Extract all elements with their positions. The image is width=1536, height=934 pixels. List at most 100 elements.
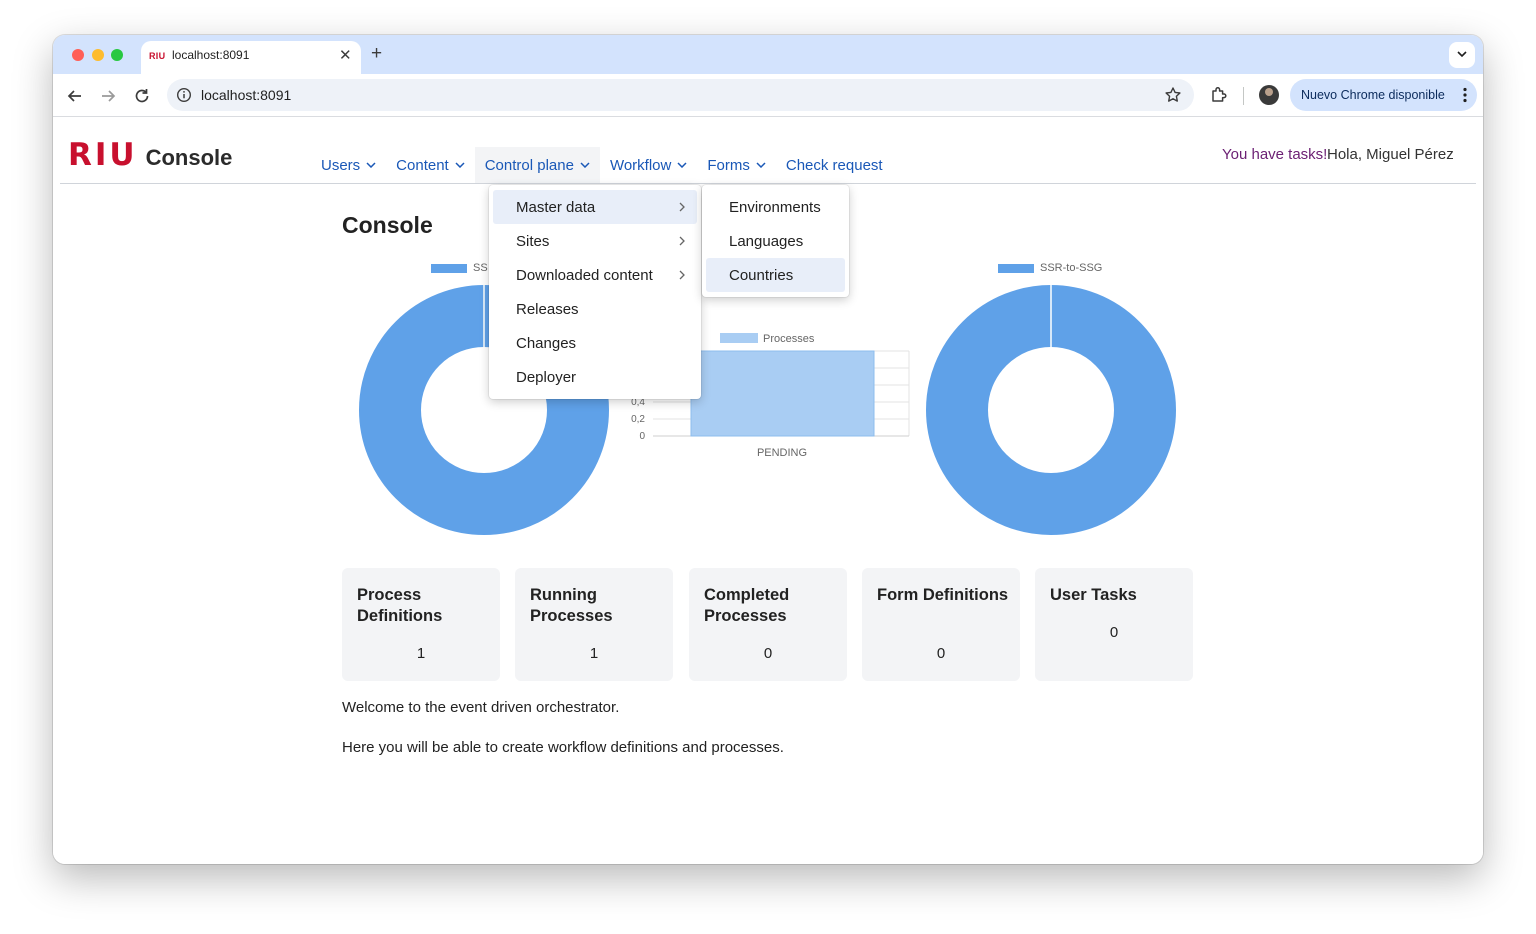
card-value: 0 <box>1109 624 1119 641</box>
chevron-down-icon <box>580 162 590 168</box>
nav-control-plane[interactable]: Control plane <box>474 147 600 183</box>
menu-item-sites[interactable]: Sites <box>493 224 697 258</box>
chart-3-legend-label: SSR-to-SSG <box>1040 262 1103 274</box>
main-nav: Users Content Control plane Workflow For… <box>311 147 893 183</box>
nav-forms[interactable]: Forms <box>697 147 776 183</box>
nav-workflow[interactable]: Workflow <box>600 147 697 183</box>
card-value: 0 <box>936 645 946 662</box>
extensions-puzzle-icon[interactable] <box>1209 85 1229 105</box>
chart-2-x-tick: PENDING <box>757 447 807 459</box>
chevron-right-icon <box>679 236 685 246</box>
new-tab-icon[interactable]: + <box>371 43 383 64</box>
card-value: 0 <box>763 645 773 662</box>
submenu-item-environments[interactable]: Environments <box>706 190 845 224</box>
menu-item-label: Deployer <box>516 368 577 386</box>
close-window-button[interactable] <box>72 49 84 61</box>
browser-window: RIU localhost:8091 ✕ + localhost:8091 Nu… <box>53 35 1483 864</box>
chart-1-legend-label: SS <box>473 262 488 274</box>
master-data-submenu: Environments Languages Countries <box>702 185 849 297</box>
chevron-right-icon <box>679 202 685 212</box>
menu-item-master-data[interactable]: Master data <box>493 190 697 224</box>
chart-2-y-tick: 0,4 <box>631 397 645 408</box>
user-greeting[interactable]: Hola, Miguel Pérez <box>1327 146 1454 163</box>
card-running-processes[interactable]: Running Processes 1 <box>515 568 673 681</box>
site-info-icon[interactable] <box>176 87 192 103</box>
card-value: 1 <box>589 645 599 662</box>
tasks-link[interactable]: You have tasks! <box>1222 146 1328 163</box>
close-tab-icon[interactable]: ✕ <box>339 47 352 64</box>
menu-item-label: Languages <box>729 232 804 250</box>
more-vertical-icon[interactable] <box>1463 87 1467 103</box>
menu-item-label: Master data <box>516 198 596 216</box>
chart-1-donut <box>359 285 609 535</box>
nav-workflow-label: Workflow <box>609 156 672 174</box>
control-plane-menu: Master data Sites Downloaded content Rel… <box>489 185 701 399</box>
menu-item-label: Changes <box>516 334 577 352</box>
chart-1-legend-swatch[interactable] <box>431 264 467 273</box>
menu-item-label: Downloaded content <box>516 266 653 284</box>
page-content: RIU Console Users Content Control plane … <box>53 117 1483 864</box>
minimize-window-button[interactable] <box>92 49 104 61</box>
nav-users-label: Users <box>321 156 361 174</box>
chart-3-donut <box>926 285 1176 535</box>
update-chrome-label: Nuevo Chrome disponible <box>1301 88 1445 102</box>
chevron-down-icon <box>455 162 465 168</box>
tab-search-button[interactable] <box>1449 42 1475 68</box>
menu-item-downloaded-content[interactable]: Downloaded content <box>493 258 697 292</box>
nav-check-request-label: Check request <box>785 156 883 174</box>
address-bar[interactable]: localhost:8091 <box>167 79 1194 111</box>
chevron-down-icon <box>366 162 376 168</box>
card-title: User Tasks <box>1050 586 1137 604</box>
card-title: Completed Processes <box>704 586 790 625</box>
nav-check-request[interactable]: Check request <box>776 147 893 183</box>
nav-control-plane-label: Control plane <box>484 156 574 174</box>
card-form-definitions[interactable]: Form Definitions 0 <box>862 568 1020 681</box>
tab-title: localhost:8091 <box>172 48 250 62</box>
bookmark-star-icon[interactable] <box>1164 86 1182 104</box>
submenu-item-languages[interactable]: Languages <box>706 224 845 258</box>
menu-item-label: Environments <box>729 198 821 216</box>
menu-item-label: Sites <box>516 232 550 250</box>
chart-2-y-tick: 0 <box>639 431 645 442</box>
url-text[interactable]: localhost:8091 <box>201 87 292 103</box>
menu-item-label: Releases <box>516 300 579 318</box>
chevron-right-icon <box>679 270 685 280</box>
card-user-tasks[interactable]: User Tasks 0 <box>1035 568 1193 681</box>
maximize-window-button[interactable] <box>111 49 123 61</box>
logo-product: Console <box>145 145 233 170</box>
profile-avatar[interactable] <box>1259 85 1279 105</box>
browser-tab[interactable]: RIU localhost:8091 ✕ <box>141 41 361 74</box>
menu-item-deployer[interactable]: Deployer <box>493 360 697 394</box>
back-arrow-icon[interactable] <box>65 86 85 106</box>
submenu-item-countries[interactable]: Countries <box>706 258 845 292</box>
card-title: Process Definitions <box>357 586 443 625</box>
forward-arrow-icon[interactable] <box>98 86 118 106</box>
chart-2-legend-swatch[interactable] <box>720 333 758 343</box>
update-chrome-button[interactable]: Nuevo Chrome disponible <box>1290 79 1477 111</box>
chart-2-legend-label: Processes <box>763 333 815 345</box>
chevron-down-icon <box>677 162 687 168</box>
intro-text: Here you will be able to create workflow… <box>342 739 784 756</box>
page-title: Console <box>342 212 433 238</box>
app-logo[interactable]: RIU Console <box>68 137 232 173</box>
chevron-down-icon <box>756 162 766 168</box>
card-process-definitions[interactable]: Process Definitions 1 <box>342 568 500 681</box>
card-completed-processes[interactable]: Completed Processes 0 <box>689 568 847 681</box>
menu-item-releases[interactable]: Releases <box>493 292 697 326</box>
nav-users[interactable]: Users <box>311 147 386 183</box>
card-value: 1 <box>416 645 426 662</box>
chart-2-bar-pending[interactable] <box>690 350 875 437</box>
tab-strip: RIU localhost:8091 ✕ + <box>53 35 1483 74</box>
browser-toolbar: localhost:8091 Nuevo Chrome disponible <box>53 74 1483 117</box>
chart-3-legend-swatch[interactable] <box>998 264 1034 273</box>
card-title: Form Definitions <box>877 586 1009 604</box>
chart-2-bar: Processes 0,4 0,2 0 PENDING <box>631 333 910 459</box>
chart-2-y-tick: 0,2 <box>631 414 645 425</box>
toolbar-separator <box>1243 87 1244 105</box>
menu-item-changes[interactable]: Changes <box>493 326 697 360</box>
nav-content[interactable]: Content <box>386 147 475 183</box>
logo-brand: RIU <box>68 137 138 173</box>
reload-icon[interactable] <box>132 86 152 106</box>
nav-forms-label: Forms <box>707 156 750 174</box>
chevron-down-icon <box>1457 51 1467 58</box>
